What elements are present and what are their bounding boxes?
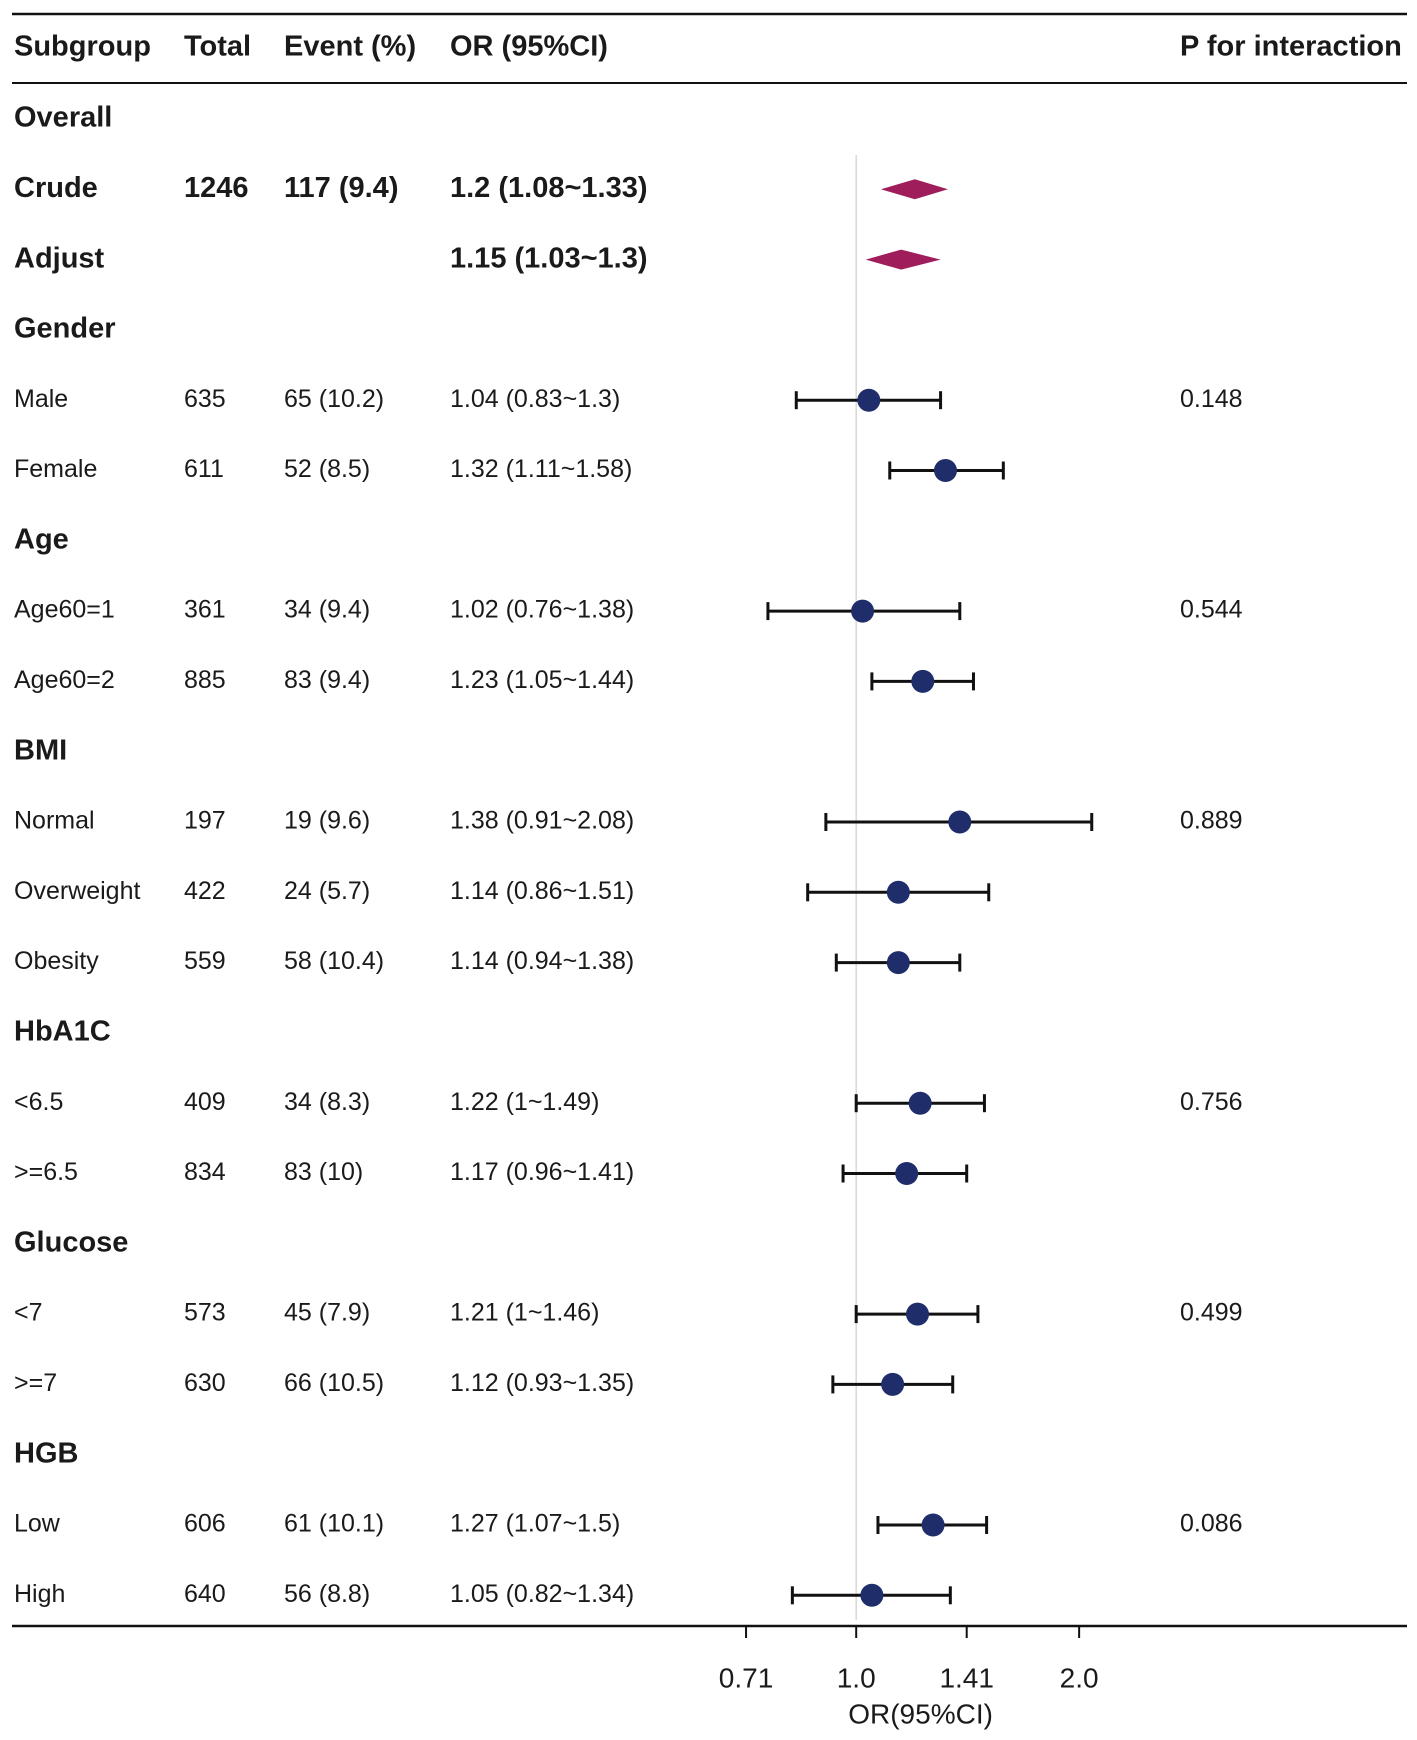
x-tick-label: 1.41 <box>939 1662 994 1693</box>
row-p-interaction: 0.148 <box>1180 385 1243 413</box>
row-label: Male <box>14 385 68 413</box>
row-or-ci: 1.02 (0.76~1.38) <box>450 596 634 624</box>
point-estimate <box>860 1583 884 1607</box>
row-or-ci: 1.38 (0.91~2.08) <box>450 807 634 835</box>
x-axis-label: OR(95%CI) <box>848 1698 993 1729</box>
row-total: 834 <box>184 1158 226 1186</box>
row-event: 45 (7.9) <box>284 1299 370 1327</box>
row-total: 635 <box>184 385 226 413</box>
summary-diamond <box>880 179 948 200</box>
row-event: 24 (5.7) <box>284 877 370 905</box>
row-or-ci: 1.23 (1.05~1.44) <box>450 666 634 694</box>
point-estimate <box>851 599 875 623</box>
group-label: Gender <box>14 313 116 345</box>
point-estimate <box>921 1513 945 1537</box>
point-estimate <box>911 669 935 693</box>
header-total: Total <box>184 31 251 63</box>
row-or-ci: 1.15 (1.03~1.3) <box>450 242 648 274</box>
group-label: BMI <box>14 734 67 766</box>
row-event: 61 (10.1) <box>284 1510 384 1538</box>
group-label: HbA1C <box>14 1016 111 1048</box>
header-subgroup: Subgroup <box>14 31 151 63</box>
header-or: OR (95%CI) <box>450 31 608 63</box>
x-tick-label: 2.0 <box>1060 1662 1099 1693</box>
row-label: Age60=1 <box>14 596 115 624</box>
row-p-interaction: 0.499 <box>1180 1299 1243 1327</box>
row-event: 58 (10.4) <box>284 947 384 975</box>
row-label: >=6.5 <box>14 1158 78 1186</box>
row-total: 611 <box>184 455 224 483</box>
row-label: >=7 <box>14 1369 57 1397</box>
group-label: Glucose <box>14 1226 128 1258</box>
row-label: Overweight <box>14 877 140 905</box>
row-total: 559 <box>184 947 226 975</box>
row-total: 409 <box>184 1088 226 1116</box>
row-label: Adjust <box>14 242 105 274</box>
header-event: Event (%) <box>284 31 416 63</box>
point-estimate <box>857 388 881 412</box>
row-event: 83 (10) <box>284 1158 363 1186</box>
row-or-ci: 1.27 (1.07~1.5) <box>450 1510 620 1538</box>
row-p-interaction: 0.889 <box>1180 807 1243 835</box>
row-or-ci: 1.22 (1~1.49) <box>450 1088 599 1116</box>
row-event: 117 (9.4) <box>284 172 398 204</box>
row-total: 606 <box>184 1510 226 1538</box>
row-label: Normal <box>14 807 95 835</box>
row-p-interaction: 0.544 <box>1180 596 1243 624</box>
point-estimate <box>906 1302 930 1326</box>
row-event: 34 (8.3) <box>284 1088 370 1116</box>
row-or-ci: 1.17 (0.96~1.41) <box>450 1158 634 1186</box>
row-total: 640 <box>184 1580 226 1608</box>
row-event: 56 (8.8) <box>284 1580 370 1608</box>
row-or-ci: 1.32 (1.11~1.58) <box>450 455 632 483</box>
row-or-ci: 1.04 (0.83~1.3) <box>450 385 620 413</box>
row-total: 630 <box>184 1369 226 1397</box>
summary-diamond <box>865 249 941 270</box>
group-label: Overall <box>14 102 112 134</box>
group-label: HGB <box>14 1437 78 1469</box>
row-or-ci: 1.14 (0.94~1.38) <box>450 947 634 975</box>
header-p-interaction: P for interaction <box>1180 31 1402 63</box>
row-label: Age60=2 <box>14 666 115 694</box>
row-label: Female <box>14 455 97 483</box>
row-or-ci: 1.12 (0.93~1.35) <box>450 1369 634 1397</box>
row-label: Low <box>14 1510 61 1538</box>
point-estimate <box>895 1162 919 1185</box>
row-or-ci: 1.05 (0.82~1.34) <box>450 1580 634 1608</box>
row-event: 19 (9.6) <box>284 807 370 835</box>
row-label: Crude <box>14 172 98 204</box>
row-total: 885 <box>184 666 226 694</box>
row-event: 65 (10.2) <box>284 385 384 413</box>
row-total: 361 <box>184 596 226 624</box>
row-event: 52 (8.5) <box>284 455 370 483</box>
x-tick-label: 1.0 <box>837 1662 876 1693</box>
point-estimate <box>948 810 972 834</box>
row-total: 573 <box>184 1299 226 1327</box>
row-or-ci: 1.14 (0.86~1.51) <box>450 877 634 905</box>
row-or-ci: 1.2 (1.08~1.33) <box>450 172 648 204</box>
x-tick-label: 0.71 <box>719 1662 774 1693</box>
point-estimate <box>886 951 910 975</box>
row-label: <7 <box>14 1299 43 1327</box>
row-p-interaction: 0.756 <box>1180 1088 1243 1116</box>
point-estimate <box>886 880 910 904</box>
row-or-ci: 1.21 (1~1.46) <box>450 1299 599 1327</box>
row-event: 34 (9.4) <box>284 596 370 624</box>
row-event: 83 (9.4) <box>284 666 370 694</box>
point-estimate <box>908 1091 932 1115</box>
row-label: High <box>14 1580 65 1608</box>
row-total: 1246 <box>184 172 249 204</box>
row-event: 66 (10.5) <box>284 1369 384 1397</box>
group-label: Age <box>14 523 69 555</box>
row-label: <6.5 <box>14 1088 63 1116</box>
row-total: 422 <box>184 877 226 905</box>
point-estimate <box>881 1372 905 1396</box>
point-estimate <box>933 459 957 482</box>
row-p-interaction: 0.086 <box>1180 1510 1243 1538</box>
row-label: Obesity <box>14 947 99 975</box>
row-total: 197 <box>184 807 226 835</box>
